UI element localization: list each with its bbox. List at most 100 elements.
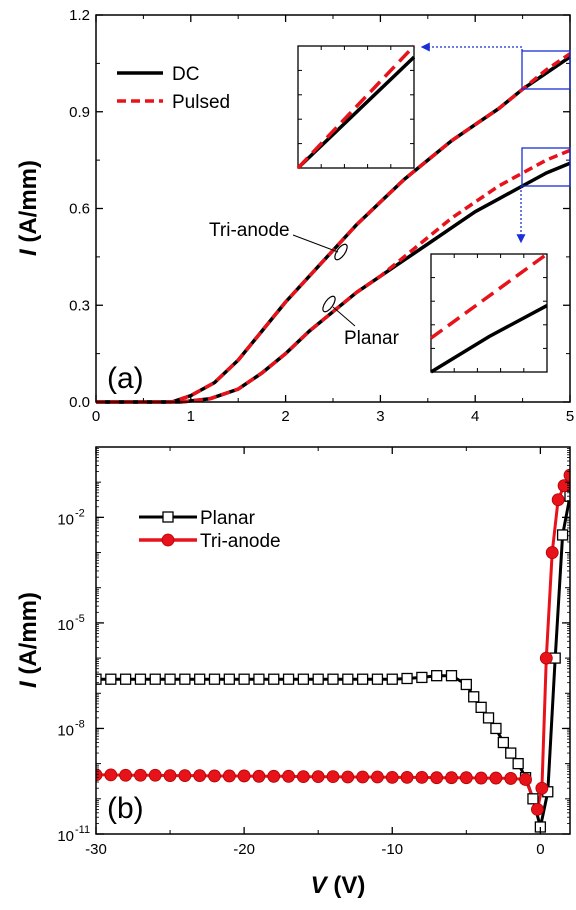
- planar-data-point: [445, 670, 458, 682]
- panel-a-y-tick-label: 0.0: [69, 394, 90, 411]
- planar-curve-marker: [322, 295, 336, 313]
- planar-data-point: [268, 673, 280, 685]
- legend-pulsed-label: Pulsed: [172, 92, 230, 113]
- tri-anode-data-point: [545, 546, 559, 559]
- panel-b-y-tick-exponent: -11: [75, 824, 90, 836]
- planar-data-point: [490, 722, 502, 735]
- legend-tri-anode-label: Tri-anode: [200, 531, 281, 552]
- tri-anode-data-point: [296, 770, 310, 784]
- tri-anode-data-point: [519, 773, 532, 786]
- panel-a-y-tick-label: 0.9: [69, 104, 90, 121]
- tri-anode-data-point: [535, 781, 549, 795]
- panel-a-tag: (a): [107, 362, 144, 395]
- panel-b-x-tick-label: -20: [233, 841, 255, 858]
- panel-b-x-axis-label: V (V): [311, 872, 366, 899]
- panel-b-series-clipped: [96, 468, 570, 833]
- tri-anode-data-point: [400, 770, 414, 784]
- planar-data-point: [223, 673, 235, 685]
- tri-anode-data-point: [531, 802, 544, 816]
- tri-anode-data-point: [252, 769, 266, 783]
- panel-a-y-tick-label: 0.3: [69, 297, 90, 314]
- tri-anode-data-point: [282, 769, 295, 783]
- planar-leader-line: [332, 306, 356, 327]
- legend-tri-anode-marker: [161, 533, 175, 547]
- tri-anode-data-point: [208, 769, 221, 783]
- panel-a-x-tick-label: 0: [92, 408, 100, 425]
- planar-data-point: [253, 673, 265, 685]
- series-planar-pulsed: [96, 148, 571, 404]
- tri-anode-data-point: [119, 768, 133, 782]
- planar-data-point: [505, 747, 517, 759]
- inset-pulsed-series: [429, 252, 549, 340]
- tri-anode-data-point: [193, 769, 207, 782]
- inset-pulsed-series: [296, 44, 416, 170]
- planar-data-point: [194, 673, 206, 685]
- tri-anode-data-point: [148, 768, 162, 782]
- panel-a-ticks-group: 0 1 2 3 4 5 0.0 0.3 0.6 0.9 1.2: [69, 7, 574, 425]
- planar-data-point: [556, 529, 569, 541]
- series-tri-anode-line: [96, 474, 570, 811]
- panel-b-y-tick-exponent: -2: [75, 507, 85, 519]
- planar-data-point: [96, 673, 102, 685]
- planar-data-point: [327, 673, 339, 685]
- planar-data-point: [297, 673, 310, 685]
- tri-anode-data-point: [311, 770, 325, 784]
- tri-anode-data-point: [415, 770, 429, 784]
- planar-data-point: [164, 673, 176, 685]
- panel-b-y-tick-base: 10: [57, 617, 74, 634]
- tri-anode-data-point: [356, 770, 370, 784]
- tri-anode-curve-marker: [334, 243, 348, 261]
- inset-planar: [429, 252, 549, 374]
- planar-data-point: [482, 712, 495, 724]
- inset-planar-frame: [430, 253, 548, 373]
- panel-a-x-tick-label: 1: [187, 408, 195, 425]
- tri-anode-data-point: [551, 493, 565, 507]
- tri-anode-data-point: [445, 771, 458, 785]
- tri-anode-data-point: [163, 769, 177, 782]
- panel-b-series-group: [96, 468, 570, 833]
- planar-data-point: [134, 673, 147, 685]
- planar-data-point: [312, 673, 324, 685]
- panel-a-y-tick-label: 1.2: [69, 7, 90, 24]
- annotation-tri-anode: Tri-anode: [209, 220, 290, 241]
- panel-a-x-tick-label: 3: [376, 408, 384, 425]
- panel-b-y-tick-base: 10: [57, 828, 74, 845]
- panel-a-series-group: [96, 52, 571, 404]
- planar-data-point: [179, 673, 191, 685]
- planar-data-point: [401, 672, 413, 685]
- panel-b-x-tick-label: -10: [381, 841, 403, 858]
- tri-anode-data-point: [341, 770, 355, 784]
- tri-anode-leader-line: [292, 234, 339, 253]
- planar-data-point: [282, 673, 295, 685]
- tri-anode-data-point: [237, 769, 251, 783]
- tri-anode-data-point: [539, 651, 553, 665]
- annotation-planar: Planar: [344, 328, 400, 349]
- planar-zoom-box: [521, 147, 571, 187]
- planar-data-point: [497, 736, 509, 749]
- tri-anode-data-point: [430, 771, 444, 785]
- panel-a-y-tick-label: 0.6: [69, 201, 90, 218]
- planar-data-point: [371, 673, 384, 685]
- series-tri-anode-pulsed: [96, 52, 571, 404]
- tri-anode-data-point: [371, 770, 384, 784]
- panel-b-y-tick-base: 10: [57, 511, 74, 528]
- planar-data-point: [119, 673, 132, 685]
- legend-planar-marker: [162, 511, 174, 523]
- planar-data-point: [468, 691, 480, 703]
- legend-dc-label: DC: [172, 64, 199, 85]
- panel-b-y-tick-base: 10: [57, 722, 74, 739]
- tri-anode-data-point: [474, 771, 488, 785]
- tri-anode-data-point: [557, 479, 570, 493]
- tri-anode-data-point: [385, 770, 399, 784]
- panel-a-x-tick-label: 5: [566, 408, 574, 425]
- planar-data-point: [431, 670, 443, 682]
- tri-anode-data-point: [134, 768, 147, 782]
- tri-anode-data-point: [222, 769, 236, 783]
- panel-b-legend: Planar Tri-anode: [139, 508, 281, 552]
- planar-data-point: [527, 793, 539, 805]
- tri-anode-zoom-box: [521, 50, 571, 90]
- planar-data-point: [512, 757, 524, 770]
- planar-data-point: [386, 673, 398, 685]
